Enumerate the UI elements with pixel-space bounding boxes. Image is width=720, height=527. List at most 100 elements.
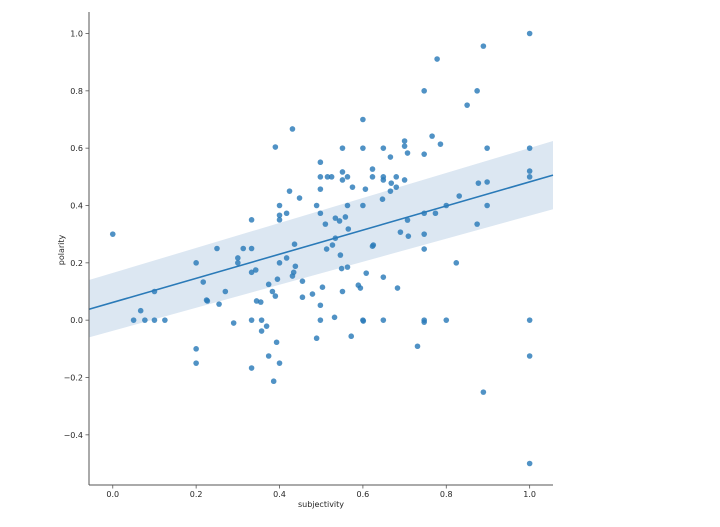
data-point bbox=[283, 255, 290, 261]
data-point bbox=[369, 166, 376, 172]
data-point bbox=[317, 186, 324, 192]
data-point bbox=[313, 335, 320, 342]
data-point bbox=[252, 267, 259, 273]
data-point bbox=[339, 169, 346, 175]
data-point bbox=[270, 378, 277, 385]
data-point bbox=[387, 188, 394, 194]
data-point bbox=[526, 145, 533, 151]
data-point bbox=[336, 218, 343, 224]
data-point bbox=[357, 285, 364, 291]
x-tick-label: 0.6 bbox=[357, 490, 370, 499]
data-point bbox=[344, 264, 351, 270]
data-point bbox=[380, 317, 387, 323]
data-point bbox=[276, 217, 283, 223]
data-point bbox=[401, 177, 408, 183]
data-point bbox=[137, 307, 144, 314]
data-point bbox=[248, 317, 255, 323]
data-point bbox=[526, 174, 533, 180]
y-tick-label: 0.0 bbox=[70, 316, 83, 325]
y-tick-label: 0.2 bbox=[70, 259, 83, 268]
data-point bbox=[434, 56, 440, 62]
data-point bbox=[289, 126, 296, 132]
data-point bbox=[404, 217, 411, 223]
data-point bbox=[443, 317, 450, 323]
data-point bbox=[151, 317, 158, 323]
data-point bbox=[200, 279, 207, 285]
data-point bbox=[322, 221, 329, 227]
data-point bbox=[421, 231, 427, 237]
data-point bbox=[414, 343, 421, 350]
data-point bbox=[299, 294, 306, 301]
data-point bbox=[345, 226, 352, 232]
y-tick-label: −0.4 bbox=[64, 431, 83, 440]
y-axis-label: polarity bbox=[57, 234, 66, 265]
data-point bbox=[193, 360, 199, 366]
data-point bbox=[299, 278, 306, 284]
data-point bbox=[290, 269, 297, 276]
data-point bbox=[401, 138, 408, 144]
data-point bbox=[464, 102, 470, 108]
y-tick-label: 0.6 bbox=[70, 144, 83, 153]
data-point bbox=[387, 154, 394, 160]
data-point bbox=[193, 346, 199, 352]
data-point bbox=[193, 260, 199, 266]
data-point bbox=[235, 260, 241, 266]
data-point bbox=[248, 217, 255, 223]
data-point bbox=[474, 221, 480, 227]
data-point bbox=[380, 274, 387, 280]
data-point bbox=[248, 269, 255, 276]
data-point bbox=[317, 174, 324, 180]
x-tick-label: 0.4 bbox=[273, 490, 286, 499]
data-point bbox=[309, 291, 316, 297]
data-point bbox=[348, 333, 355, 340]
data-point bbox=[380, 145, 387, 151]
data-point bbox=[421, 151, 427, 157]
regression-line bbox=[88, 174, 554, 311]
data-point bbox=[276, 260, 283, 266]
data-point bbox=[456, 193, 462, 199]
data-point bbox=[480, 389, 487, 395]
x-tick-label: 0.0 bbox=[106, 490, 119, 499]
data-point bbox=[324, 174, 331, 180]
data-point bbox=[480, 43, 487, 49]
data-point bbox=[265, 281, 272, 288]
data-point bbox=[339, 288, 346, 295]
data-point bbox=[421, 319, 427, 325]
data-point bbox=[421, 88, 427, 94]
data-point bbox=[142, 317, 148, 323]
data-point bbox=[222, 288, 229, 295]
confidence-interval-band bbox=[89, 141, 553, 338]
data-point bbox=[109, 231, 116, 237]
data-point bbox=[339, 177, 346, 183]
data-point bbox=[257, 299, 264, 305]
data-point bbox=[397, 229, 404, 235]
data-point bbox=[526, 353, 533, 359]
y-tick-label: 1.0 bbox=[70, 30, 83, 39]
data-point bbox=[421, 246, 427, 252]
data-point bbox=[248, 365, 255, 371]
data-point bbox=[283, 210, 290, 217]
data-point bbox=[526, 460, 533, 467]
data-point bbox=[240, 245, 247, 252]
ci-band-polygon bbox=[89, 141, 553, 338]
data-point bbox=[526, 168, 533, 174]
data-point bbox=[272, 144, 279, 150]
data-point bbox=[370, 242, 377, 248]
data-point bbox=[337, 252, 344, 258]
x-axis-label: subjectivity bbox=[298, 500, 344, 509]
data-point bbox=[526, 30, 533, 37]
data-point bbox=[258, 328, 265, 334]
data-point bbox=[484, 179, 490, 185]
data-point bbox=[276, 202, 283, 209]
data-point bbox=[360, 318, 367, 324]
data-point bbox=[274, 276, 281, 282]
data-point bbox=[323, 246, 330, 252]
data-point bbox=[475, 180, 482, 186]
data-point bbox=[432, 210, 439, 217]
data-point bbox=[235, 255, 241, 261]
regression-line-path bbox=[88, 174, 554, 311]
data-point bbox=[319, 284, 326, 291]
data-point bbox=[379, 196, 386, 202]
data-point bbox=[214, 245, 220, 252]
